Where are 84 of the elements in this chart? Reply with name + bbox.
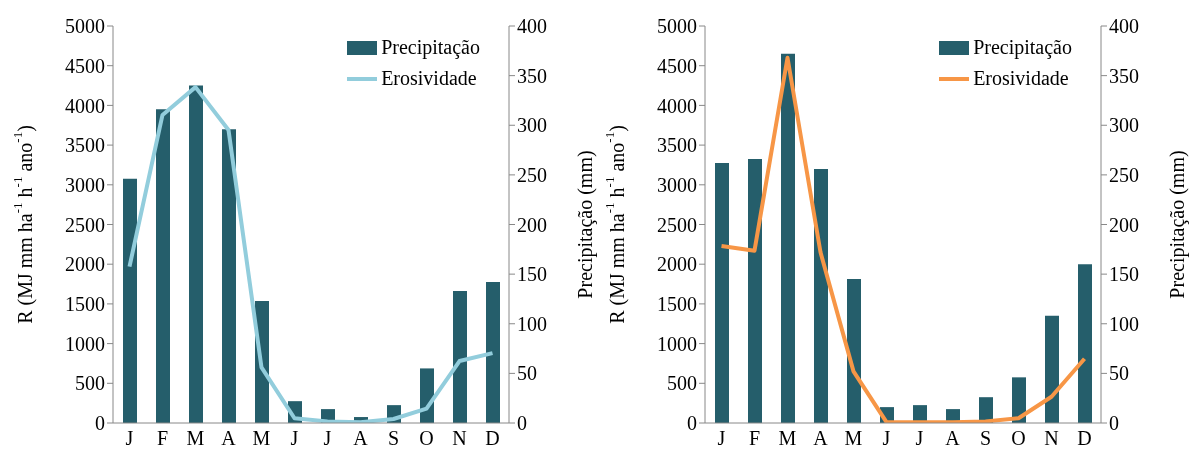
x-tick-label: M bbox=[252, 427, 271, 450]
bar bbox=[715, 162, 729, 423]
y2-tick-label: 250 bbox=[1109, 163, 1139, 186]
x-tick-label: O bbox=[419, 427, 434, 450]
x-tick-label: J bbox=[717, 427, 726, 450]
y2-tick-label: 250 bbox=[517, 163, 547, 186]
legend-label: Precipitação bbox=[381, 36, 480, 59]
x-tick-label: M bbox=[844, 427, 863, 450]
x-tick-label: D bbox=[485, 427, 500, 450]
x-tick-label: J bbox=[915, 427, 924, 450]
bar bbox=[1078, 264, 1092, 423]
bar bbox=[847, 279, 861, 423]
y-tick-label: 0 bbox=[95, 412, 105, 435]
y2-tick-label: 350 bbox=[1109, 64, 1139, 87]
line-series bbox=[127, 85, 495, 423]
x-tick-label: J bbox=[323, 427, 332, 450]
bar bbox=[814, 168, 828, 423]
x-tick-label: A bbox=[813, 427, 829, 450]
y-tick-label: 2500 bbox=[657, 213, 697, 236]
y2-tick-label: 200 bbox=[1109, 213, 1139, 236]
y-tick-label: 4000 bbox=[65, 94, 105, 117]
y2-tick-label: 0 bbox=[1109, 412, 1119, 435]
y-tick-label: 2000 bbox=[65, 253, 105, 276]
y-tick-label: 3500 bbox=[657, 134, 697, 157]
y-tick-label: 4000 bbox=[657, 94, 697, 117]
x-tick-label: J bbox=[125, 427, 134, 450]
x-tick-label: S bbox=[387, 427, 400, 450]
x-tick-label: J bbox=[882, 427, 891, 450]
bar bbox=[123, 178, 137, 423]
y2-tick-label: 100 bbox=[517, 312, 547, 335]
x-tick-label: M bbox=[778, 427, 797, 450]
bar bbox=[222, 129, 236, 423]
x-tick-label: F bbox=[748, 427, 761, 450]
y-tick-label: 1500 bbox=[65, 293, 105, 315]
x-tick-label: A bbox=[221, 427, 237, 450]
x-tick-label: F bbox=[156, 427, 169, 450]
y2-tick-label: 400 bbox=[1109, 15, 1139, 38]
x-tick-label: M bbox=[186, 427, 205, 450]
y2-axis-title: Precipitação (mm) bbox=[574, 150, 597, 299]
y-tick-label: 3000 bbox=[65, 173, 105, 196]
y2-tick-label: 50 bbox=[517, 362, 537, 385]
bar bbox=[781, 53, 795, 423]
y2-tick-label: 300 bbox=[1109, 114, 1139, 137]
legend-label: Precipitação bbox=[973, 36, 1072, 59]
legend-label: Erosividade bbox=[973, 67, 1069, 90]
y-tick-label: 1000 bbox=[657, 332, 697, 355]
y2-tick-label: 0 bbox=[517, 412, 527, 435]
y2-tick-label: 150 bbox=[517, 263, 547, 286]
y-tick-label: 0 bbox=[687, 412, 697, 435]
bar bbox=[453, 291, 467, 423]
x-tick-label: A bbox=[945, 427, 961, 450]
y-tick-label: 1000 bbox=[65, 332, 105, 355]
y2-tick-label: 100 bbox=[1109, 312, 1139, 335]
legend-label: Erosividade bbox=[381, 67, 477, 90]
y-tick-label: 4500 bbox=[657, 54, 697, 77]
y2-tick-label: 200 bbox=[517, 213, 547, 236]
x-tick-label: O bbox=[1011, 427, 1026, 450]
y2-tick-label: 350 bbox=[517, 64, 547, 87]
bar bbox=[1045, 315, 1059, 423]
x-tick-label: J bbox=[290, 427, 299, 450]
y-tick-label: 500 bbox=[667, 372, 697, 395]
x-tick-label: S bbox=[979, 427, 992, 450]
y2-axis-title: Precipitação (mm) bbox=[1166, 150, 1189, 299]
y2-tick-label: 300 bbox=[517, 114, 547, 137]
bar bbox=[748, 159, 762, 423]
y2-tick-label: 50 bbox=[1109, 362, 1129, 385]
y-tick-label: 4500 bbox=[65, 54, 105, 77]
y-tick-label: 3000 bbox=[657, 173, 697, 196]
bar bbox=[486, 282, 500, 423]
y-tick-label: 2500 bbox=[65, 213, 105, 236]
y-tick-label: 5000 bbox=[65, 15, 105, 38]
y-tick-label: 2000 bbox=[657, 253, 697, 276]
y-tick-label: 1500 bbox=[657, 293, 697, 315]
y-tick-label: 5000 bbox=[657, 15, 697, 38]
y2-tick-label: 400 bbox=[517, 15, 547, 38]
x-tick-label: A bbox=[353, 427, 369, 450]
bar bbox=[189, 85, 203, 423]
y-tick-label: 3500 bbox=[65, 134, 105, 157]
y-tick-label: 500 bbox=[75, 372, 105, 395]
bar bbox=[156, 109, 170, 423]
x-tick-label: N bbox=[1044, 427, 1059, 450]
x-tick-label: N bbox=[452, 427, 467, 450]
y2-tick-label: 150 bbox=[1109, 263, 1139, 286]
x-tick-label: D bbox=[1077, 427, 1092, 450]
